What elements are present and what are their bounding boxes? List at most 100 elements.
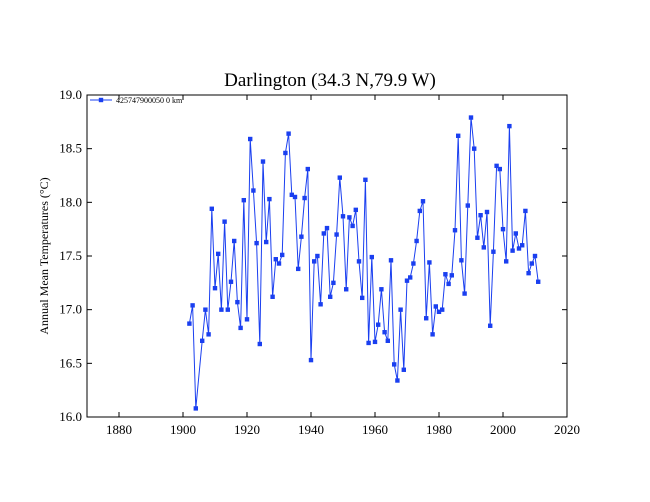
data-point bbox=[414, 238, 419, 244]
chart-title: Darlington (34.3 N,79.9 W) bbox=[224, 70, 436, 91]
data-point bbox=[228, 279, 234, 284]
data-point bbox=[369, 254, 374, 260]
data-point bbox=[500, 226, 506, 232]
x-tick-label: 2000 bbox=[490, 422, 516, 437]
data-point bbox=[356, 259, 362, 264]
legend-label: 425747900050 0 km bbox=[116, 96, 183, 105]
y-tick-label: 17.5 bbox=[59, 248, 82, 263]
data-point bbox=[216, 251, 221, 257]
data-point bbox=[433, 304, 438, 309]
data-point bbox=[347, 215, 352, 220]
data-point bbox=[475, 235, 480, 240]
data-point bbox=[363, 177, 368, 182]
data-point bbox=[401, 367, 406, 372]
data-point bbox=[260, 159, 266, 164]
data-point bbox=[513, 231, 518, 236]
y-tick-label: 16.5 bbox=[59, 355, 82, 370]
data-point bbox=[446, 281, 451, 287]
data-point bbox=[379, 287, 384, 292]
data-point bbox=[411, 261, 416, 266]
legend-marker bbox=[98, 97, 104, 103]
data-point bbox=[536, 279, 541, 284]
data-point bbox=[376, 322, 381, 327]
data-point bbox=[187, 321, 192, 326]
x-tick-label: 1980 bbox=[426, 422, 452, 437]
data-point bbox=[510, 248, 515, 253]
axis-ticks: 1880 1900 1920 1940 1960 1980 2000 2020 16.0 16.5… bbox=[59, 87, 580, 437]
data-point bbox=[248, 136, 253, 142]
data-point bbox=[465, 203, 470, 208]
data-point bbox=[305, 166, 310, 172]
data-point bbox=[270, 294, 275, 299]
data-point bbox=[516, 246, 522, 251]
x-tick-label: 1960 bbox=[362, 422, 388, 437]
data-point bbox=[440, 307, 445, 312]
data-point bbox=[225, 307, 230, 312]
data-point bbox=[276, 261, 282, 266]
data-point bbox=[222, 219, 227, 224]
data-point bbox=[398, 307, 403, 312]
y-axis-label: Annual Mean Temperatures (°C) bbox=[37, 177, 51, 334]
data-point bbox=[257, 341, 262, 347]
data-point bbox=[331, 280, 336, 286]
data-point bbox=[340, 214, 346, 219]
data-point bbox=[283, 150, 288, 156]
y-tick-label: 19.0 bbox=[59, 87, 82, 102]
data-point bbox=[280, 252, 285, 258]
data-point bbox=[209, 206, 214, 211]
y-tick-label: 18.0 bbox=[59, 194, 82, 209]
data-point bbox=[302, 195, 307, 201]
data-point bbox=[382, 330, 387, 335]
x-tick-label: 1880 bbox=[106, 422, 132, 437]
data-point bbox=[254, 240, 259, 246]
data-point bbox=[385, 338, 390, 343]
data-point bbox=[526, 270, 531, 276]
x-tick-label: 1900 bbox=[170, 422, 196, 437]
data-point bbox=[264, 239, 269, 245]
y-tick-label: 17.0 bbox=[59, 302, 82, 317]
data-point bbox=[235, 299, 240, 305]
data-point bbox=[468, 115, 474, 120]
data-point bbox=[404, 278, 410, 283]
data-point bbox=[424, 316, 429, 321]
data-point bbox=[507, 123, 512, 129]
data-point bbox=[452, 228, 458, 233]
series-line bbox=[188, 117, 539, 409]
data-point bbox=[449, 273, 454, 278]
data-point bbox=[251, 188, 256, 193]
data-point bbox=[420, 199, 426, 204]
data-point bbox=[286, 131, 291, 136]
data-point bbox=[488, 323, 493, 328]
data-point bbox=[520, 243, 525, 248]
data-point bbox=[462, 291, 467, 296]
data-point bbox=[232, 238, 237, 244]
data-point bbox=[395, 378, 400, 383]
data-point bbox=[299, 234, 304, 239]
data-point bbox=[273, 257, 278, 262]
data-point bbox=[289, 192, 294, 198]
y-tick-label: 16.0 bbox=[59, 409, 82, 424]
data-point bbox=[478, 213, 483, 218]
data-point bbox=[212, 286, 218, 291]
data-point bbox=[472, 146, 477, 151]
data-point bbox=[337, 175, 342, 180]
data-point bbox=[312, 259, 317, 264]
data-point bbox=[200, 338, 205, 343]
data-point bbox=[350, 223, 355, 229]
data-point bbox=[372, 339, 378, 345]
data-point bbox=[388, 258, 394, 263]
data-point bbox=[456, 133, 461, 138]
data-point bbox=[334, 232, 339, 237]
data-point bbox=[436, 309, 442, 315]
data-point bbox=[244, 317, 250, 322]
data-point bbox=[529, 261, 534, 266]
x-tick-label: 1940 bbox=[298, 422, 324, 437]
data-point bbox=[203, 307, 208, 312]
data-point bbox=[292, 194, 298, 200]
data-point bbox=[267, 196, 272, 202]
x-tick-label: 2020 bbox=[554, 422, 580, 437]
data-point bbox=[417, 208, 422, 214]
data-point bbox=[532, 253, 538, 259]
legend: 425747900050 0 km bbox=[90, 96, 183, 105]
